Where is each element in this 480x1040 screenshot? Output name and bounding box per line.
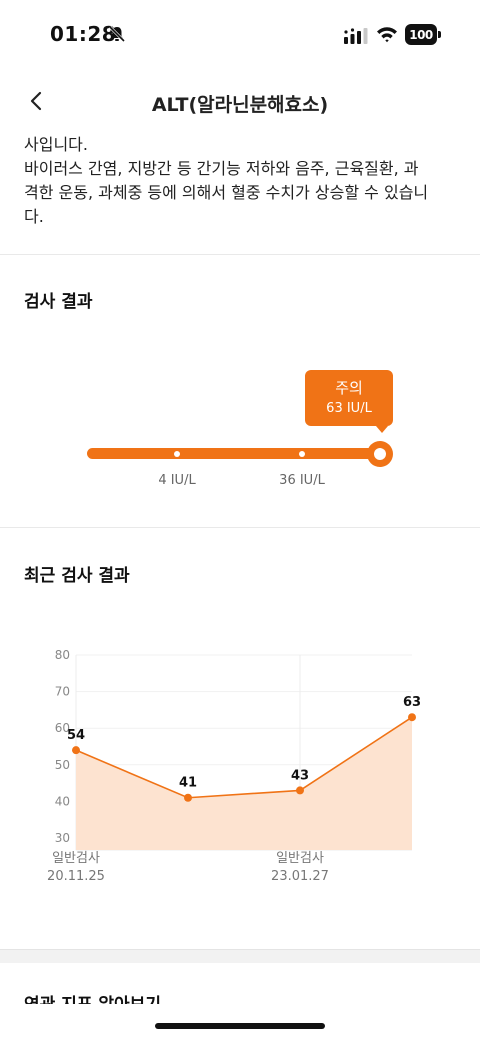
related-section-title: 연관 지표 알아보기 <box>24 990 324 1004</box>
home-indicator[interactable] <box>155 1023 325 1029</box>
result-status-label: 주의 <box>335 379 363 397</box>
x-tick-type-label: 일반검사 <box>52 851 100 866</box>
recent-section-title: 최근 검사 결과 <box>24 566 130 586</box>
recent-results-chart: 30 40 50 60 70 80 일반검사 20.11.25 일반검사 23.01.27 54 4… <box>47 648 421 884</box>
nav-bar: ALT(알라닌분해효소) <box>0 70 480 132</box>
bell-slash-icon <box>108 25 126 43</box>
battery-level: 100 <box>405 24 437 45</box>
battery-tip <box>438 31 441 38</box>
chart-data-label: 63 <box>403 695 421 710</box>
y-tick-label: 50 <box>55 758 70 772</box>
wifi-icon <box>377 27 397 43</box>
section-gap <box>0 949 480 963</box>
chart-data-point <box>72 746 80 755</box>
description-line: 격한 운동, 과체중 등에 의해서 혈중 수치가 상승할 수 있습니 <box>24 183 429 202</box>
description-text: 사입니다. 바이러스 간염, 지방간 등 간기능 저하와 음주, 근육질환, 과… <box>24 133 460 229</box>
chart-area-fill <box>76 717 412 850</box>
gauge-track <box>87 448 387 459</box>
battery-indicator: 100 <box>405 24 441 45</box>
chart-data-label: 41 <box>179 776 197 791</box>
description-line: 사입니다. <box>24 135 88 154</box>
y-tick-label: 80 <box>55 648 70 662</box>
section-divider <box>0 254 480 255</box>
range-high-label: 36 IU/L <box>279 473 325 488</box>
x-tick-type-label: 일반검사 <box>276 851 324 866</box>
back-chevron-icon[interactable] <box>26 90 48 112</box>
gauge-high-dot <box>299 451 305 457</box>
chart-data-label: 43 <box>291 768 309 783</box>
status-bar: 01:28 100 <box>0 0 480 70</box>
x-tick-date-label: 20.11.25 <box>47 869 105 884</box>
gauge-value-marker <box>367 441 393 467</box>
result-gauge: 주의 63 IU/L 4 IU/L 36 IU/L <box>0 360 480 500</box>
y-tick-label: 40 <box>55 794 70 808</box>
gauge-low-dot <box>174 451 180 457</box>
result-section-title: 검사 결과 <box>24 292 93 312</box>
chart-data-point <box>408 713 416 722</box>
cellular-signal-icon <box>344 28 368 44</box>
tooltip-arrow <box>376 426 388 433</box>
y-tick-label: 70 <box>55 685 70 699</box>
description-line: 다. <box>24 207 44 226</box>
chart-data-point <box>184 793 192 802</box>
chart-data-label: 54 <box>67 728 85 743</box>
status-time: 01:28 <box>50 22 117 46</box>
section-divider <box>0 527 480 528</box>
range-low-label: 4 IU/L <box>158 473 196 488</box>
description-line: 바이러스 간염, 지방간 등 간기능 저하와 음주, 근육질환, 과 <box>24 159 419 178</box>
chart-series-line <box>75 716 413 799</box>
result-tooltip: 주의 63 IU/L <box>305 370 393 433</box>
result-value-label: 63 IU/L <box>326 401 372 416</box>
x-tick-date-label: 23.01.27 <box>271 869 329 884</box>
chart-data-point <box>296 786 304 795</box>
y-tick-label: 60 <box>55 721 70 735</box>
y-tick-label: 30 <box>55 831 70 845</box>
page-title: ALT(알라닌분해효소) <box>151 94 329 116</box>
